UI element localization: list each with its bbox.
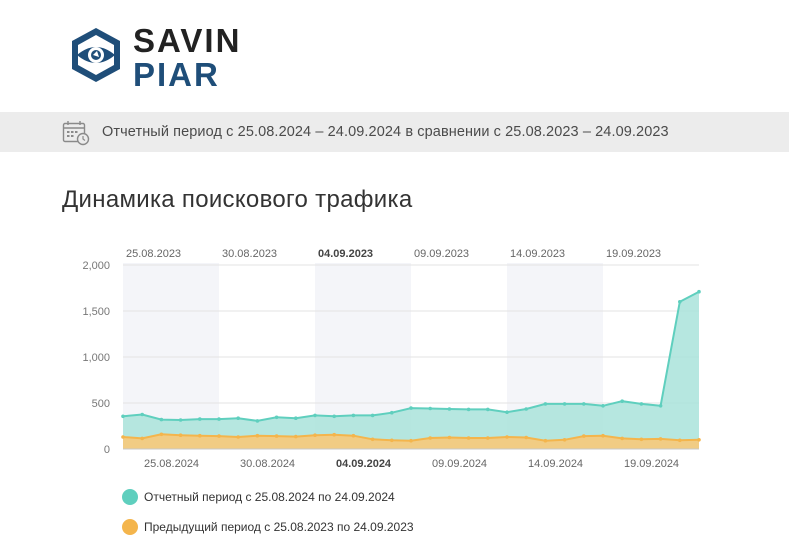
y-tick-label: 2,000 (82, 260, 110, 272)
data-point-current (178, 418, 183, 422)
data-point-current (582, 402, 586, 406)
data-point-current (658, 404, 663, 408)
legend-item-previous[interactable]: Предыдущий период с 25.08.2023 по 24.09.… (122, 518, 414, 536)
legend-label-current: Отчетный период с 25.08.2024 по 24.09.20… (144, 490, 395, 504)
logo-mark-icon (72, 28, 120, 82)
data-point-current (121, 414, 125, 419)
data-point-previous (639, 437, 644, 442)
calendar-clock-icon (62, 121, 90, 146)
data-point-current (140, 412, 144, 417)
top-axis-label: 30.08.2023 (222, 248, 277, 260)
data-point-current (697, 289, 701, 294)
top-axis-label: 09.09.2023 (414, 248, 469, 260)
data-point-current (217, 417, 221, 421)
data-point-previous (543, 438, 548, 443)
data-point-previous (447, 435, 452, 440)
bottom-axis-label: 19.09.2024 (624, 458, 679, 470)
data-point-current (390, 410, 394, 415)
data-point-previous (332, 432, 337, 437)
data-point-current (274, 415, 279, 420)
top-axis-label: 25.08.2023 (126, 248, 181, 260)
data-point-current (313, 413, 317, 418)
data-point-previous (505, 435, 509, 439)
bottom-axis-label: 25.08.2024 (144, 458, 199, 470)
legend-item-current[interactable]: Отчетный период с 25.08.2024 по 24.09.20… (122, 488, 414, 506)
data-point-previous (428, 436, 433, 440)
data-point-previous (121, 435, 125, 439)
data-point-current (486, 407, 490, 412)
data-point-previous (274, 434, 279, 438)
page-title: Динамика поискового трафика (62, 186, 413, 213)
traffic-chart: 0 500 1,000 1,500 2,000 25.08.2023 30.08.2023 0… (82, 248, 701, 470)
data-point-current (543, 402, 548, 406)
data-point-current (409, 406, 413, 410)
data-point-previous (370, 437, 375, 442)
data-point-current (294, 416, 298, 420)
data-point-previous (390, 438, 394, 443)
data-point-current (466, 407, 471, 412)
data-point-previous (620, 436, 624, 441)
top-axis-label: 14.09.2023 (510, 248, 565, 260)
data-point-previous (562, 438, 567, 442)
y-tick-label: 1,000 (82, 352, 110, 364)
data-point-current (639, 402, 644, 406)
data-point-previous (178, 433, 183, 437)
y-tick-label: 1,500 (82, 306, 110, 318)
data-point-current (236, 416, 240, 420)
data-point-previous (678, 438, 682, 443)
period-bar: Отчетный период с 25.08.2024 – 24.09.202… (0, 112, 789, 152)
bottom-axis-label: 14.09.2024 (528, 458, 583, 470)
data-point-previous (294, 434, 298, 439)
data-point-previous (697, 438, 701, 442)
data-point-current (351, 413, 356, 418)
period-text: Отчетный период с 25.08.2024 – 24.09.202… (102, 124, 669, 140)
top-axis-label: 04.09.2023 (318, 248, 373, 260)
data-point-previous (658, 437, 663, 441)
bottom-axis-label: 09.09.2024 (432, 458, 487, 470)
data-point-current (370, 413, 375, 418)
data-point-previous (582, 434, 586, 438)
data-point-previous (524, 435, 528, 440)
data-point-previous (159, 432, 164, 437)
bottom-axis-label: 04.09.2024 (336, 458, 392, 470)
data-point-current (159, 417, 164, 422)
legend-dot-previous (122, 519, 138, 535)
data-point-current (562, 402, 567, 406)
data-point-current (198, 417, 202, 421)
logo-line1: SAVIN (133, 22, 241, 59)
series-area-current (123, 291, 699, 449)
data-point-previous (486, 436, 490, 440)
bottom-axis-label: 30.08.2024 (240, 458, 295, 470)
data-point-current (332, 414, 337, 419)
data-point-previous (313, 433, 317, 437)
data-point-current (678, 300, 682, 304)
data-point-current (524, 407, 528, 411)
data-point-current (255, 419, 260, 423)
legend-dot-current (122, 489, 138, 505)
data-point-previous (198, 433, 202, 438)
data-point-previous (409, 438, 413, 443)
data-point-previous (140, 436, 144, 441)
brand-logo: SAVIN PIAR (66, 22, 256, 94)
data-point-previous (255, 433, 260, 438)
logo-line2: PIAR (133, 56, 220, 93)
data-point-previous (351, 433, 356, 438)
y-tick-label: 500 (92, 398, 110, 410)
data-point-current (428, 406, 433, 411)
data-point-previous (466, 436, 471, 440)
legend-label-previous: Предыдущий период с 25.08.2023 по 24.09.… (144, 520, 414, 534)
data-point-previous (601, 433, 605, 438)
data-point-current (601, 404, 605, 408)
y-tick-label: 0 (104, 444, 110, 456)
top-axis-label: 19.09.2023 (606, 248, 661, 260)
data-point-previous (217, 434, 221, 438)
data-point-previous (236, 435, 240, 439)
data-point-current (447, 407, 452, 411)
data-point-current (620, 399, 624, 403)
data-point-current (505, 410, 509, 414)
chart-legend: Отчетный период с 25.08.2024 по 24.09.20… (122, 488, 414, 548)
